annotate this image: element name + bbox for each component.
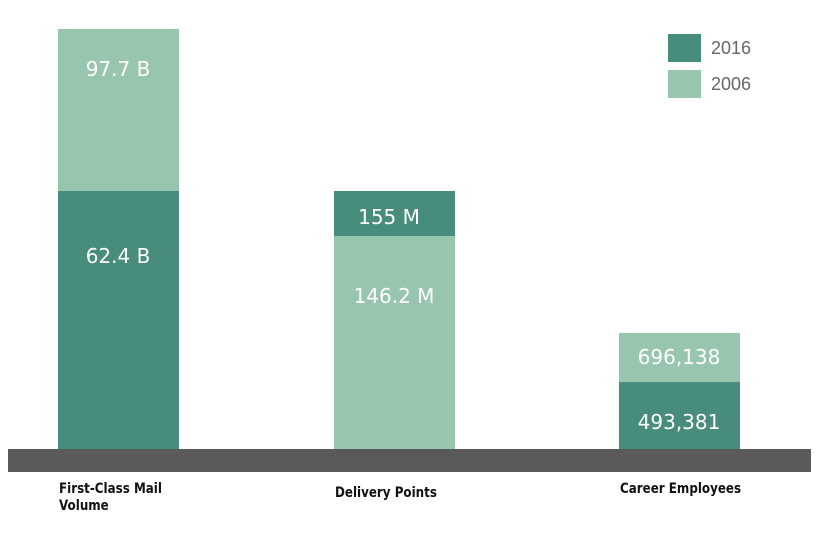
- bar-first-class-2006: [58, 29, 179, 192]
- label-delivery-2006: 146.2 M: [354, 284, 435, 308]
- legend-swatch-2006: [668, 70, 701, 98]
- bar-first-class-2016: [58, 191, 179, 450]
- bar-delivery-2016: [334, 191, 455, 237]
- legend-label-2016: 2016: [711, 37, 752, 58]
- legend-swatch-2016: [668, 34, 701, 62]
- label-employees-2016: 493,381: [638, 410, 721, 434]
- baseline: [8, 449, 811, 472]
- legend-item-2016: 2016: [668, 34, 751, 62]
- label-delivery-2016: 155 M: [358, 205, 420, 229]
- category-label-line: First-Class Mail: [59, 481, 162, 497]
- legend-label-2006: 2006: [711, 73, 752, 94]
- category-label-employees: Career Employees: [620, 481, 741, 498]
- bar-delivery-2006: [334, 236, 455, 450]
- label-employees-2006: 696,138: [638, 345, 721, 369]
- label-first-class-2006: 97.7 B: [86, 57, 151, 81]
- category-label-delivery: Delivery Points: [335, 485, 437, 502]
- category-label-line: Career Employees: [620, 481, 742, 497]
- category-label-first-class: First-Class Mail Volume: [59, 481, 162, 515]
- category-label-line: Volume: [59, 498, 109, 514]
- legend-item-2006: 2006: [668, 70, 751, 98]
- label-first-class-2016: 62.4 B: [86, 244, 151, 268]
- bar-employees-2016: [619, 382, 740, 450]
- category-label-line: Delivery Points: [335, 485, 437, 501]
- bar-employees-2006: [619, 333, 740, 383]
